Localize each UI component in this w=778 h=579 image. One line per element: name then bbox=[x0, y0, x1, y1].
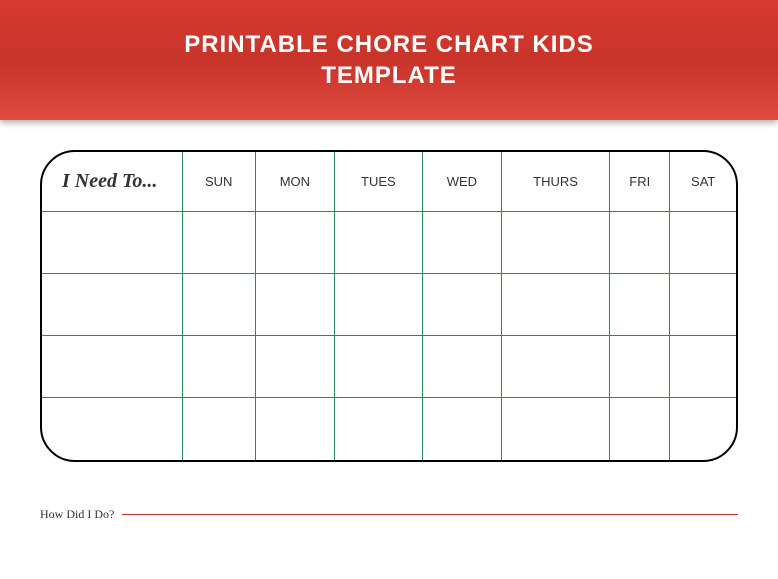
day-cell bbox=[182, 274, 255, 336]
chore-cell bbox=[42, 274, 182, 336]
day-header: SUN bbox=[182, 152, 255, 212]
day-header: WED bbox=[422, 152, 501, 212]
chore-cell bbox=[42, 398, 182, 460]
footer-underline bbox=[122, 514, 738, 515]
row-header-label: I Need To... bbox=[42, 152, 182, 212]
day-cell bbox=[670, 336, 736, 398]
day-cell bbox=[334, 336, 422, 398]
footer-area: How Did I Do? bbox=[0, 482, 778, 532]
day-header: MON bbox=[255, 152, 334, 212]
chore-cell bbox=[42, 212, 182, 274]
day-header: FRI bbox=[610, 152, 670, 212]
day-header: TUES bbox=[334, 152, 422, 212]
chore-chart: I Need To... SUN MON TUES WED THURS FRI … bbox=[40, 150, 738, 462]
day-cell bbox=[422, 398, 501, 460]
header-row: I Need To... SUN MON TUES WED THURS FRI … bbox=[42, 152, 736, 212]
day-cell bbox=[670, 274, 736, 336]
title-line-1: PRINTABLE CHORE CHART KIDS bbox=[184, 31, 594, 58]
day-cell bbox=[422, 336, 501, 398]
day-cell bbox=[255, 212, 334, 274]
day-cell bbox=[255, 398, 334, 460]
table-row bbox=[42, 212, 736, 274]
day-cell bbox=[334, 212, 422, 274]
day-header: THURS bbox=[501, 152, 609, 212]
day-cell bbox=[255, 336, 334, 398]
table-row bbox=[42, 398, 736, 460]
title-line-2: TEMPLATE bbox=[321, 62, 457, 89]
day-cell bbox=[670, 398, 736, 460]
day-cell bbox=[422, 212, 501, 274]
page-title: PRINTABLE CHORE CHART KIDS TEMPLATE bbox=[184, 29, 594, 91]
footer-label: How Did I Do? bbox=[40, 507, 114, 522]
day-cell bbox=[501, 212, 609, 274]
chore-table-body bbox=[42, 212, 736, 460]
day-cell bbox=[182, 336, 255, 398]
day-header: SAT bbox=[670, 152, 736, 212]
content-area: I Need To... SUN MON TUES WED THURS FRI … bbox=[0, 120, 778, 482]
chore-table: I Need To... SUN MON TUES WED THURS FRI … bbox=[42, 152, 736, 460]
day-cell bbox=[334, 398, 422, 460]
day-cell bbox=[255, 274, 334, 336]
day-cell bbox=[422, 274, 501, 336]
chore-cell bbox=[42, 336, 182, 398]
day-cell bbox=[501, 336, 609, 398]
day-cell bbox=[610, 212, 670, 274]
day-cell bbox=[334, 274, 422, 336]
day-cell bbox=[610, 274, 670, 336]
table-row bbox=[42, 274, 736, 336]
day-cell bbox=[182, 398, 255, 460]
table-row bbox=[42, 336, 736, 398]
day-cell bbox=[501, 398, 609, 460]
day-cell bbox=[182, 212, 255, 274]
day-cell bbox=[501, 274, 609, 336]
header-banner: PRINTABLE CHORE CHART KIDS TEMPLATE bbox=[0, 0, 778, 120]
day-cell bbox=[610, 398, 670, 460]
day-cell bbox=[610, 336, 670, 398]
day-cell bbox=[670, 212, 736, 274]
